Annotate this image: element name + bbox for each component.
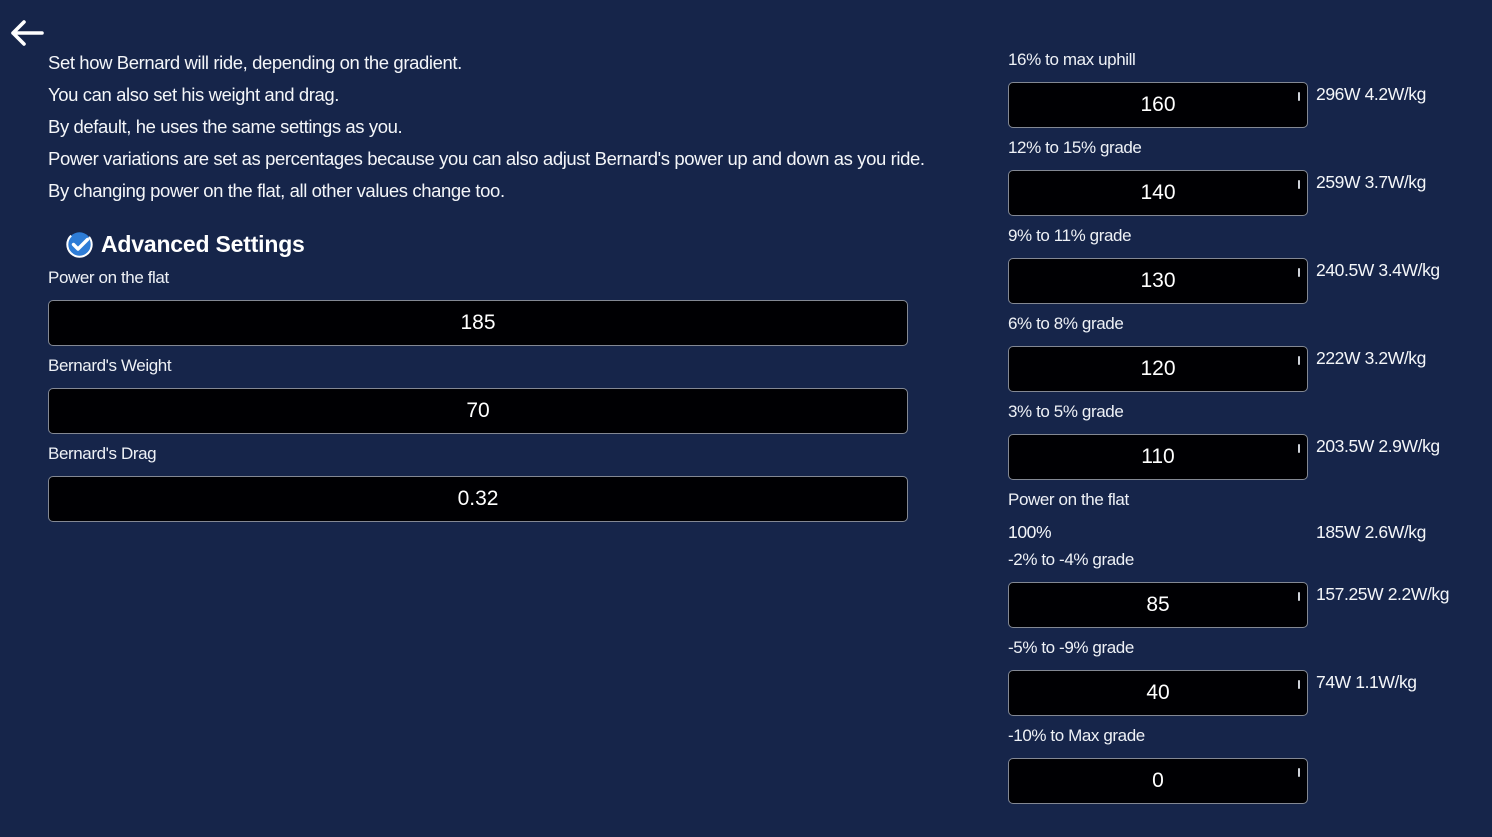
bernard-weight-input[interactable]	[48, 388, 908, 434]
grade-neg5-neg9-input[interactable]	[1008, 670, 1308, 716]
grade-3-5-input[interactable]	[1008, 434, 1308, 480]
grade-3-5-label: 3% to 5% grade	[1008, 402, 1124, 421]
bernard-drag-label: Bernard's Drag	[48, 444, 157, 463]
power-on-flat-label: Power on the flat	[48, 268, 169, 287]
grade-9-11-input[interactable]	[1008, 258, 1308, 304]
advanced-settings-heading: Advanced Settings	[66, 231, 305, 258]
flat-power-result: 185W 2.6W/kg	[1316, 522, 1426, 542]
intro-line: Power variations are set as percentages …	[48, 148, 925, 169]
intro-text: Set how Bernard will ride, depending on …	[48, 47, 925, 207]
flat-power-percent: 100%	[1008, 522, 1052, 542]
check-circle-icon	[66, 231, 93, 258]
grade-16-max-label: 16% to max uphill	[1008, 50, 1136, 69]
grade-neg2-neg4-result: 157.25W 2.2W/kg	[1316, 584, 1450, 604]
grade-6-8-label: 6% to 8% grade	[1008, 314, 1124, 333]
grade-neg2-neg4-label: -2% to -4% grade	[1008, 550, 1134, 569]
advanced-settings-title: Advanced Settings	[101, 231, 305, 257]
back-button[interactable]	[6, 14, 46, 54]
grade-3-5-result: 203.5W 2.9W/kg	[1316, 436, 1440, 456]
bernard-drag-input[interactable]	[48, 476, 908, 522]
intro-line: You can also set his weight and drag.	[48, 84, 340, 105]
grade-9-11-result: 240.5W 3.4W/kg	[1316, 260, 1440, 280]
intro-line: By default, he uses the same settings as…	[48, 116, 403, 137]
grade-16-max-input[interactable]	[1008, 82, 1308, 128]
grade-neg10-max-input[interactable]	[1008, 758, 1308, 804]
intro-line: Set how Bernard will ride, depending on …	[48, 52, 462, 73]
grade-neg2-neg4-input[interactable]	[1008, 582, 1308, 628]
grade-9-11-label: 9% to 11% grade	[1008, 226, 1132, 245]
grade-12-15-label: 12% to 15% grade	[1008, 138, 1142, 157]
grade-16-max-result: 296W 4.2W/kg	[1316, 84, 1426, 104]
intro-line: By changing power on the flat, all other…	[48, 180, 505, 201]
grade-neg5-neg9-label: -5% to -9% grade	[1008, 638, 1134, 657]
back-arrow-icon	[11, 19, 44, 46]
flat-power-label: Power on the flat	[1008, 490, 1129, 509]
grade-6-8-input[interactable]	[1008, 346, 1308, 392]
grade-neg10-max-label: -10% to Max grade	[1008, 726, 1145, 745]
grade-neg5-neg9-result: 74W 1.1W/kg	[1316, 672, 1417, 692]
grade-6-8-result: 222W 3.2W/kg	[1316, 348, 1426, 368]
grade-12-15-input[interactable]	[1008, 170, 1308, 216]
bernard-weight-label: Bernard's Weight	[48, 356, 172, 375]
power-on-flat-input[interactable]	[48, 300, 908, 346]
grade-12-15-result: 259W 3.7W/kg	[1316, 172, 1426, 192]
